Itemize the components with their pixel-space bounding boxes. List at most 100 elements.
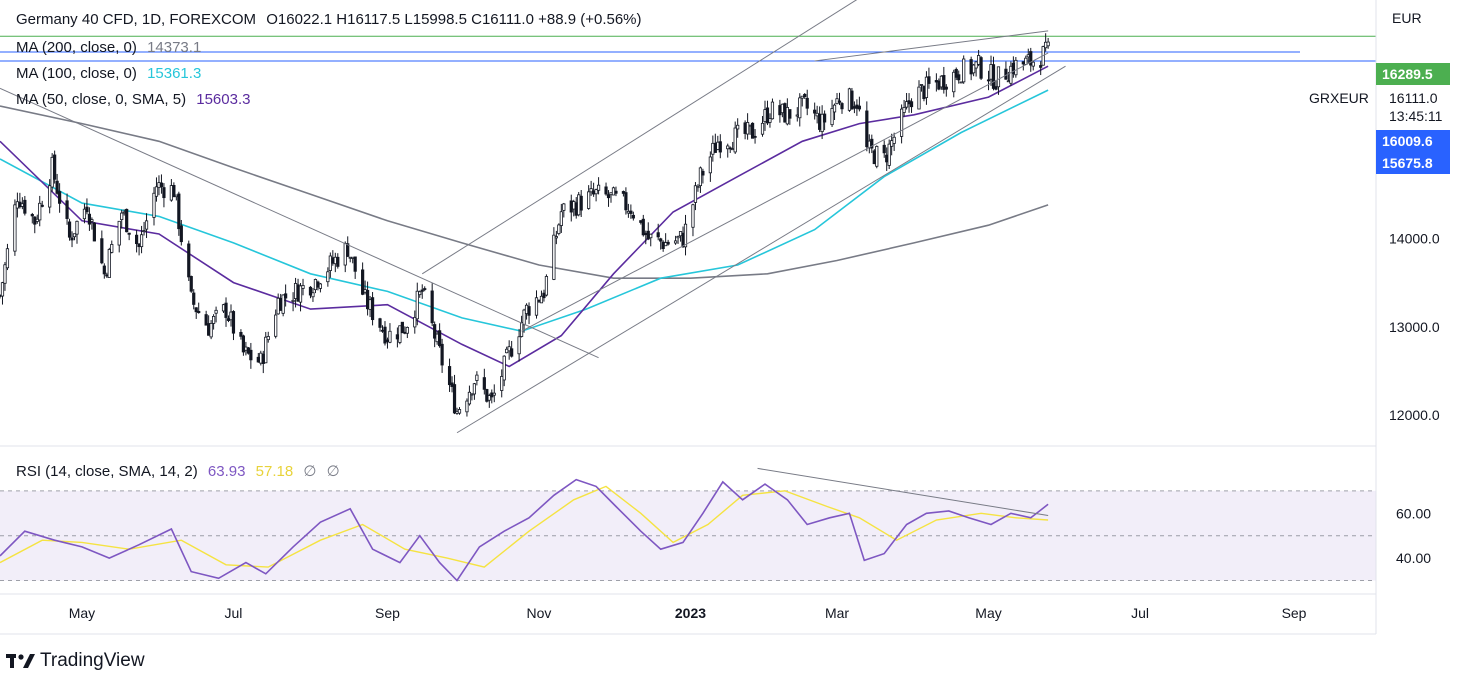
candle-down <box>249 349 253 361</box>
candle-down <box>189 276 193 292</box>
candle-down <box>420 289 424 292</box>
candle-down <box>207 323 211 336</box>
ma200-legend[interactable]: MA (200, close, 0) 14373.1 <box>16 39 207 56</box>
candle-down <box>179 225 183 243</box>
ma50-legend[interactable]: MA (50, close, 0, SMA, 5) 15603.3 <box>16 91 256 108</box>
tradingview-brand[interactable]: TradingView <box>6 650 145 672</box>
candle-up <box>554 236 558 239</box>
rsi-line <box>0 478 1049 582</box>
rsi-sma-line <box>0 485 1049 568</box>
candle-down <box>681 232 685 248</box>
candle-up <box>259 352 263 364</box>
candle-up <box>902 107 906 113</box>
candle-up <box>696 186 700 189</box>
candle-down <box>579 195 583 211</box>
price-tag-symbol: GRXEUR <box>1309 90 1369 106</box>
candle-down <box>135 234 139 245</box>
candle-down <box>159 182 164 188</box>
candle-up <box>900 108 904 137</box>
x-tick-label: Nov <box>527 605 552 621</box>
candle-up <box>301 285 305 289</box>
trendline <box>0 87 599 359</box>
candle-up <box>276 297 280 315</box>
candle-up <box>15 201 19 209</box>
candle-down <box>482 377 486 390</box>
candle-down <box>1004 68 1008 80</box>
candle-down <box>661 241 665 249</box>
candle-down <box>336 256 340 267</box>
candle-up <box>144 220 149 230</box>
ma50-label: MA (50, close, 0, SMA, 5) <box>16 91 187 108</box>
candle-up <box>768 118 772 123</box>
candle-down <box>837 100 842 103</box>
candle-up <box>455 410 459 414</box>
candle-down <box>624 192 628 211</box>
currency-label: EUR <box>1392 10 1422 26</box>
candle-up <box>465 400 469 413</box>
candle-up <box>72 233 77 238</box>
candle-down <box>40 204 44 207</box>
candle-down <box>1029 51 1033 66</box>
candle-up <box>664 242 668 247</box>
candle-up <box>500 376 504 391</box>
candle-up <box>676 236 680 239</box>
candle-down <box>803 94 807 97</box>
candle-down <box>510 348 514 357</box>
candle-down <box>1039 65 1043 68</box>
candle-up <box>763 109 767 123</box>
candle-down <box>639 220 643 223</box>
candle-up <box>890 140 894 147</box>
candle-down <box>542 292 546 299</box>
candle-up <box>698 167 703 187</box>
candle-up <box>711 142 715 155</box>
candle-up <box>875 146 879 167</box>
candle-up <box>274 314 278 337</box>
x-tick-label: 2023 <box>675 605 706 621</box>
candle-up <box>120 212 124 221</box>
candle-down <box>701 170 705 176</box>
candle-up <box>487 395 491 401</box>
rsi-tick-label: 60.00 <box>1396 505 1431 521</box>
candle-up <box>559 211 563 226</box>
candle-down <box>527 306 531 316</box>
candle-down <box>316 281 320 288</box>
candle-up <box>507 346 511 352</box>
candle-up <box>736 124 740 130</box>
x-tick-label: Sep <box>1282 605 1307 621</box>
rsi-extra-2: ∅ <box>326 463 340 480</box>
candle-up <box>457 409 462 414</box>
candle-up <box>318 283 323 289</box>
level-badge-16009: 16009.6 <box>1376 130 1450 152</box>
candle-up <box>35 218 39 222</box>
candle-down <box>537 300 541 302</box>
candle-up <box>472 383 476 395</box>
trendline <box>521 52 1049 332</box>
candle-up <box>524 304 529 314</box>
candle-down <box>85 206 89 213</box>
candle-down <box>885 154 889 163</box>
candle-down <box>778 105 782 116</box>
candle-up <box>418 291 422 296</box>
candle-up <box>298 285 303 303</box>
tradingview-logo-icon <box>6 654 35 668</box>
candle-up <box>562 203 566 211</box>
ma100-legend[interactable]: MA (100, close, 0) 15361.3 <box>16 65 207 82</box>
candle-up <box>415 290 419 320</box>
candle-up <box>343 242 347 266</box>
rsi-legend[interactable]: RSI (14, close, SMA, 14, 2) 63.93 57.18 … <box>16 462 346 480</box>
candle-down <box>490 392 494 398</box>
candle-up <box>492 392 496 396</box>
candle-up <box>708 156 712 174</box>
candle-up <box>519 321 524 337</box>
candle-up <box>1009 65 1013 84</box>
candle-down <box>656 232 660 238</box>
candle-down <box>452 384 457 414</box>
candle-down <box>629 210 633 214</box>
candle-down <box>226 318 231 321</box>
candle-up <box>962 58 966 83</box>
candle-down <box>857 105 861 110</box>
candle-up <box>820 113 824 133</box>
candle-up <box>989 64 993 80</box>
candle-up <box>38 202 42 221</box>
